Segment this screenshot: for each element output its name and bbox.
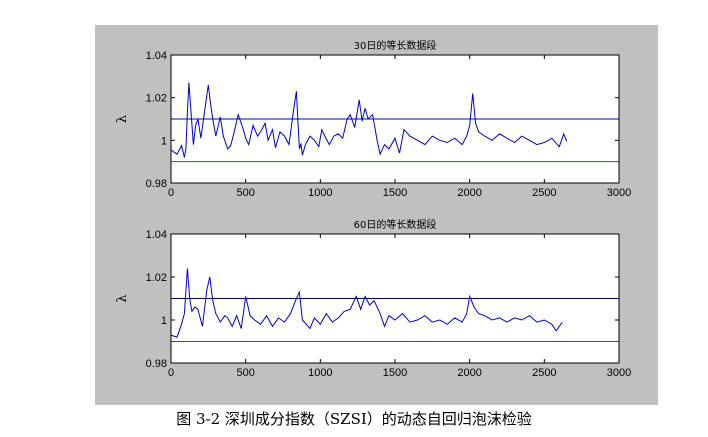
y-tick-label: 1 (161, 135, 167, 147)
x-tick-label: 500 (236, 187, 254, 199)
lambda-series-line (170, 268, 563, 338)
y-tick-label: 1.02 (146, 272, 167, 284)
y-tick-label: 1.04 (146, 50, 167, 62)
x-tick-label: 1000 (308, 187, 332, 199)
chart-title: 30日的等长数据段 (354, 39, 437, 52)
x-tick-label: 3000 (607, 367, 631, 379)
x-tick-label: 2500 (532, 187, 556, 199)
y-axis-label: λ (115, 294, 130, 302)
chart-panel-30-day: 0 500 1000 1500 2000 2500 3000 0.98 1 1.02 1.04 30日… (115, 39, 631, 199)
lambda-series-line (170, 82, 568, 158)
x-tick-label: 2000 (457, 187, 481, 199)
x-tick-label: 2500 (532, 367, 556, 379)
y-tick-label: 1.04 (146, 229, 167, 241)
y-axis-label: λ (115, 115, 130, 123)
y-tick-label: 1 (161, 315, 167, 327)
chart-title: 60日的等长数据段 (354, 218, 437, 231)
x-tick-label: 3000 (607, 187, 631, 199)
y-tick-label: 0.98 (146, 358, 167, 370)
x-tick-label: 1000 (308, 367, 332, 379)
x-tick-label: 0 (168, 367, 174, 379)
y-tick-label: 1.02 (146, 93, 167, 105)
x-tick-label: 2000 (457, 367, 481, 379)
x-tick-label: 1500 (383, 187, 407, 199)
x-tick-label: 500 (236, 367, 254, 379)
x-tick-label: 0 (168, 187, 174, 199)
chart-panel-60-day: 0 500 1000 1500 2000 2500 3000 0.98 1 1.02 1.04 60日… (115, 218, 631, 379)
x-tick-label: 1500 (383, 367, 407, 379)
figure-caption: 图 3-2 深圳成分指数（SZSI）的动态自回归泡沫检验 (176, 410, 532, 428)
y-tick-label: 0.98 (146, 178, 167, 190)
